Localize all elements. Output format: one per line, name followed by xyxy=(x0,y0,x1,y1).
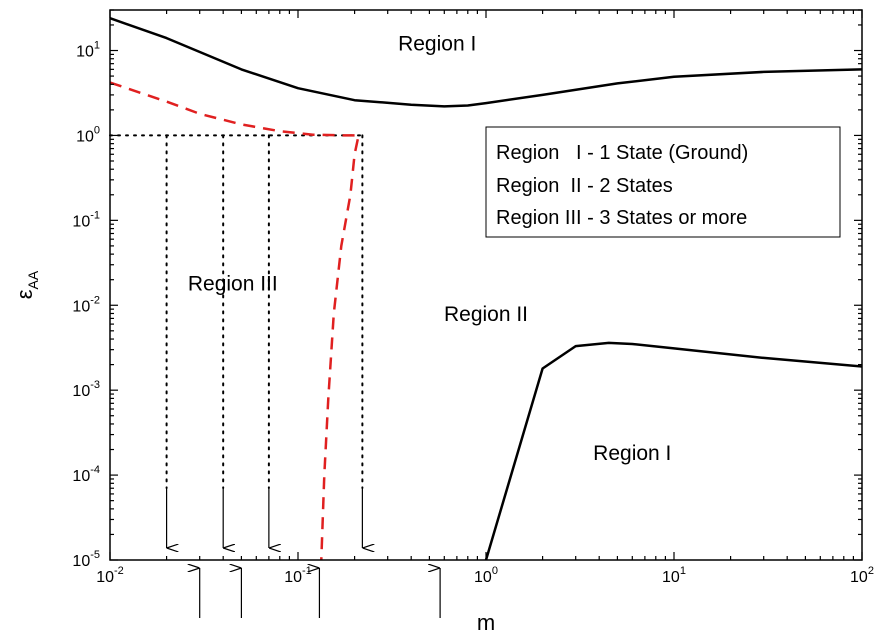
y-tick-label: 10-1 xyxy=(72,209,100,230)
series-line-3 xyxy=(110,81,360,560)
x-tick-label: 102 xyxy=(850,565,874,586)
legend: Region I - 1 State (Ground) Region II - … xyxy=(485,126,841,238)
y-axis-title: εAA xyxy=(12,270,41,299)
region-label-4: Region I xyxy=(593,442,671,465)
region-label-3: Region II xyxy=(444,303,528,326)
series-line-2 xyxy=(484,341,862,560)
legend-entry-region-1: Region I - 1 State (Ground) xyxy=(496,142,748,164)
x-tick-label: 10-1 xyxy=(284,565,312,586)
legend-box xyxy=(485,126,841,238)
chart-marks: Region I Region III Region II Region I xyxy=(109,17,862,618)
region-label-2: Region III xyxy=(188,272,278,295)
series-line-1 xyxy=(110,17,862,108)
y-tick-label: 10-3 xyxy=(72,379,100,400)
x-axis-title: m xyxy=(477,610,495,635)
y-tick-label: 10-5 xyxy=(72,549,100,570)
y-tick-label: 10-4 xyxy=(72,464,100,485)
y-tick-label: 100 xyxy=(76,124,100,145)
y-axis-symbol: ε xyxy=(12,289,37,299)
y-tick-label: 101 xyxy=(76,40,100,61)
x-tick-label: 10-2 xyxy=(96,565,124,586)
x-tick-label: 101 xyxy=(662,565,686,586)
axis-ticks: 10-2 10-1 100 101 102 10-5 10-4 10-3 10-2 10-1 100… xyxy=(72,9,874,586)
svg-text:εAA: εAA xyxy=(12,270,41,299)
legend-entry-region-2: Region II - 2 States xyxy=(496,175,673,197)
y-tick-label: 10-2 xyxy=(72,294,100,315)
legend-entry-region-3: Region III - 3 States or more xyxy=(496,207,747,229)
x-tick-label: 100 xyxy=(474,565,498,586)
y-axis-subscript: AA xyxy=(25,270,41,289)
region-label-1: Region I xyxy=(398,33,476,56)
